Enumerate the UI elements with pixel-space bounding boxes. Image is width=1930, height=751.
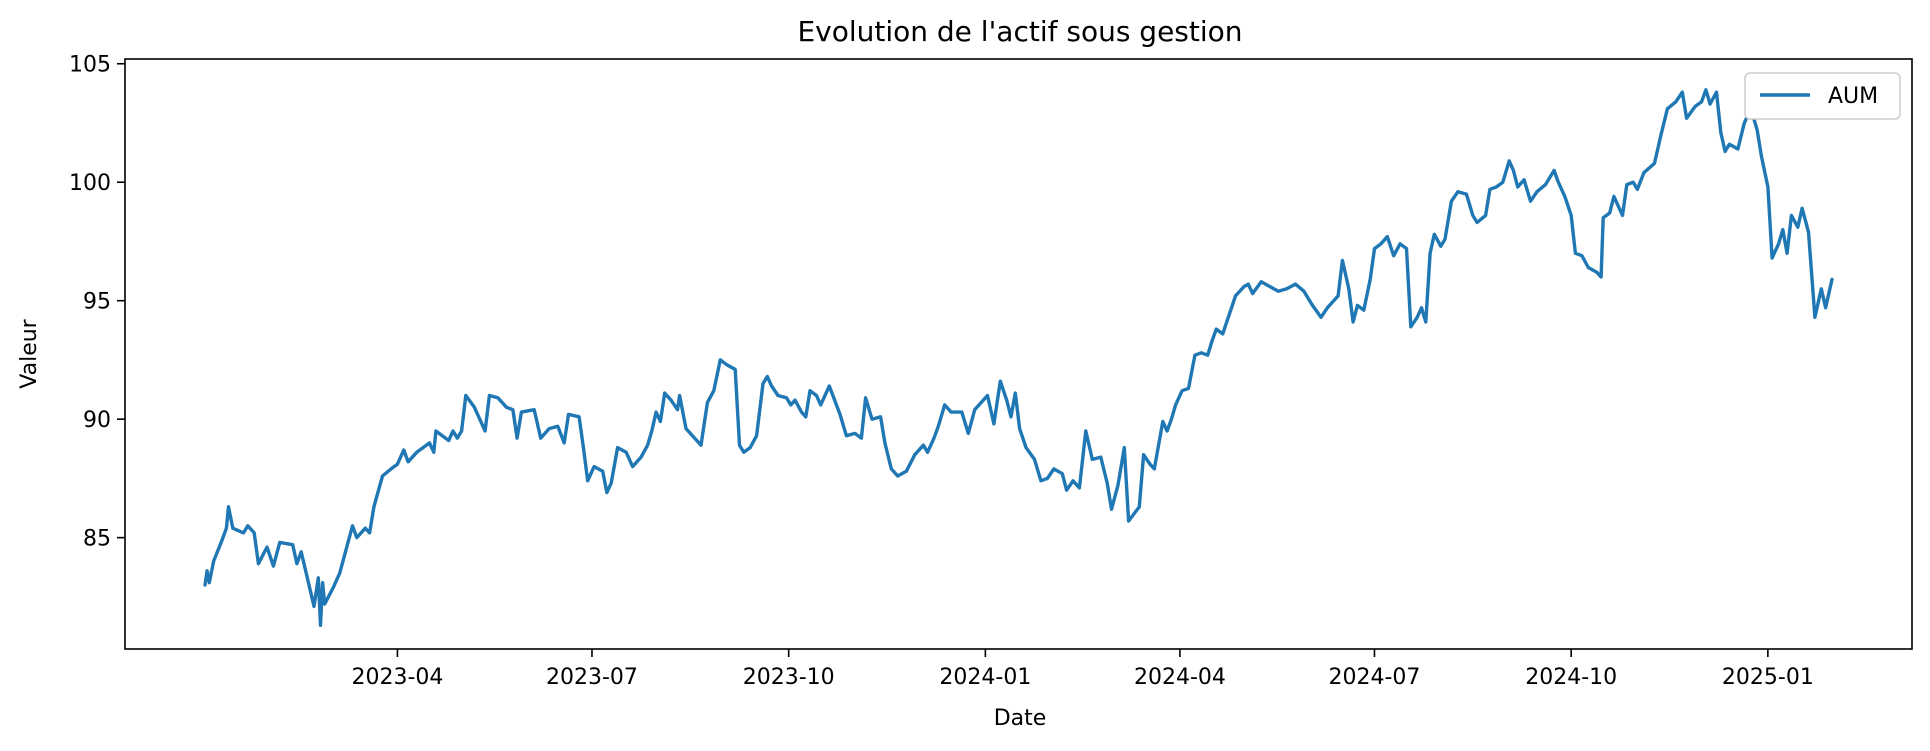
legend-label: AUM <box>1828 84 1878 109</box>
chart-title: Evolution de l'actif sous gestion <box>797 15 1242 48</box>
x-tick-label: 2024-04 <box>1134 665 1226 690</box>
aum-series-line <box>203 88 1834 627</box>
legend: AUM <box>1744 72 1901 120</box>
y-tick-label: 95 <box>83 290 111 315</box>
x-tick-label: 2023-07 <box>546 665 638 690</box>
x-axis-label: Date <box>994 706 1047 731</box>
x-tick-label: 2024-01 <box>939 665 1031 690</box>
x-axis-ticks: 2023-04 2023-07 2023-10 2024-01 2024-04 2024-… <box>351 649 1814 690</box>
x-tick-label: 2023-10 <box>743 665 835 690</box>
y-axis-label: Valeur <box>17 318 42 388</box>
y-tick-label: 105 <box>69 53 111 78</box>
y-tick-label: 100 <box>69 171 111 196</box>
y-tick-label: 85 <box>83 527 111 552</box>
x-tick-label: 2025-01 <box>1722 665 1814 690</box>
plot-area-frame <box>124 58 1913 650</box>
x-tick-label: 2023-04 <box>351 665 443 690</box>
y-axis-ticks: 85 90 95 100 105 <box>69 53 125 552</box>
legend-box <box>1744 72 1901 120</box>
x-tick-label: 2024-07 <box>1329 665 1421 690</box>
x-tick-label: 2024-10 <box>1525 665 1617 690</box>
y-tick-label: 90 <box>83 408 111 433</box>
